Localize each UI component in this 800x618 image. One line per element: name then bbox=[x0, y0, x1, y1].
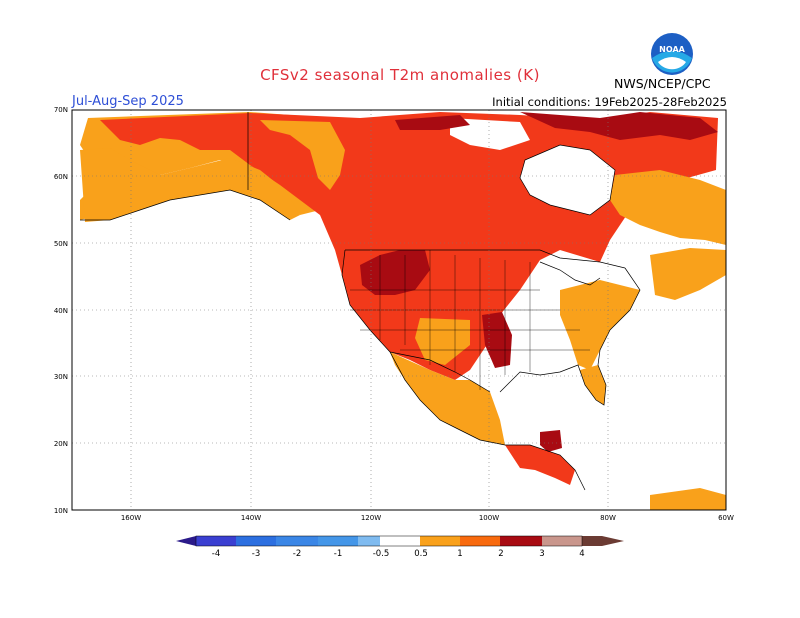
region-yukon bbox=[260, 120, 345, 190]
region-plains-dark bbox=[482, 312, 512, 368]
arctic-water bbox=[450, 118, 530, 150]
colorbar-cell bbox=[380, 536, 420, 546]
region-caribbean bbox=[650, 488, 726, 510]
great-lakes bbox=[539, 261, 601, 286]
region-mexico bbox=[390, 352, 505, 445]
lat-label: 10N bbox=[54, 507, 68, 515]
longitude-axis: 160W 140W 120W 100W 80W 60W bbox=[121, 514, 734, 522]
lon-label: 140W bbox=[241, 514, 261, 522]
lon-label: 60W bbox=[718, 514, 734, 522]
colorbar-tick: 3 bbox=[539, 549, 544, 559]
colorbar-cell bbox=[500, 536, 542, 546]
colorbar-tick: -4 bbox=[212, 549, 220, 559]
latitude-axis: 70N 60N 50N 40N 30N 20N 10N bbox=[54, 106, 68, 515]
colorbar-cell bbox=[542, 536, 582, 546]
lon-label: 100W bbox=[479, 514, 499, 522]
region-florida bbox=[580, 365, 606, 405]
colorbar-cell bbox=[318, 536, 358, 546]
region-central-america bbox=[505, 445, 575, 485]
lat-label: 60N bbox=[54, 173, 68, 181]
colorbar-cell bbox=[420, 536, 460, 546]
region-pnw-dark bbox=[360, 250, 430, 295]
hudson-bay bbox=[520, 145, 615, 215]
colorbar-cell bbox=[276, 536, 318, 546]
colorbar-tick: -2 bbox=[293, 549, 301, 559]
noaa-logo-text: NOAA bbox=[659, 45, 685, 54]
lat-label: 20N bbox=[54, 440, 68, 448]
region-southeast bbox=[560, 280, 640, 370]
forecast-period: Jul-Aug-Sep 2025 bbox=[72, 94, 184, 109]
lat-label: 50N bbox=[54, 240, 68, 248]
colorbar-outline bbox=[195, 535, 583, 547]
colorbar-tick: 2 bbox=[498, 549, 503, 559]
anomaly-layer bbox=[80, 112, 726, 510]
lat-label: 70N bbox=[54, 106, 68, 114]
alaska-coast bbox=[80, 189, 291, 221]
lon-label: 120W bbox=[361, 514, 381, 522]
region-arctic-dark bbox=[395, 115, 470, 130]
colorbar-cell bbox=[358, 536, 380, 546]
lat-label: 40N bbox=[54, 307, 68, 315]
lon-label: 80W bbox=[600, 514, 616, 522]
colorbar-cell bbox=[236, 536, 276, 546]
graticule bbox=[72, 110, 726, 510]
state-lines bbox=[350, 250, 590, 390]
east-coast bbox=[499, 267, 641, 406]
initial-conditions: Initial conditions: 19Feb2025-28Feb2025 bbox=[492, 95, 727, 109]
colorbar-tick: 0.5 bbox=[414, 549, 428, 559]
colorbar-tick: 1 bbox=[457, 549, 462, 559]
colorbar-arrow-low bbox=[176, 536, 196, 546]
west-coast bbox=[341, 249, 586, 491]
colorbar: -4 -3 -2 -1 -0.5 0.5 1 2 3 4 bbox=[176, 535, 624, 559]
colorbar-tick: -0.5 bbox=[373, 549, 390, 559]
region-quebec bbox=[610, 170, 726, 245]
map-border bbox=[71, 109, 727, 511]
us-canada-border bbox=[345, 249, 626, 269]
agency-label: NWS/NCEP/CPC bbox=[614, 76, 711, 91]
region-southwest bbox=[415, 318, 470, 365]
colorbar-tick: -3 bbox=[252, 549, 260, 559]
borders bbox=[80, 112, 641, 491]
region-yucatan-dark bbox=[540, 430, 562, 452]
colorbar-arrow-high bbox=[582, 536, 624, 546]
region-arctic-dark-2 bbox=[520, 112, 718, 140]
colorbar-cell bbox=[196, 536, 236, 546]
region-alaska-south bbox=[80, 148, 300, 222]
colorbar-tick: 4 bbox=[579, 549, 584, 559]
lat-label: 30N bbox=[54, 373, 68, 381]
hudson-bay-coast bbox=[519, 144, 616, 216]
map-title: CFSv2 seasonal T2m anomalies (K) bbox=[260, 66, 540, 84]
region-maritimes bbox=[650, 248, 726, 300]
noaa-logo-icon: NOAA bbox=[651, 33, 693, 75]
colorbar-cell bbox=[460, 536, 500, 546]
colorbar-tick: -1 bbox=[334, 549, 342, 559]
lon-label: 160W bbox=[121, 514, 141, 522]
